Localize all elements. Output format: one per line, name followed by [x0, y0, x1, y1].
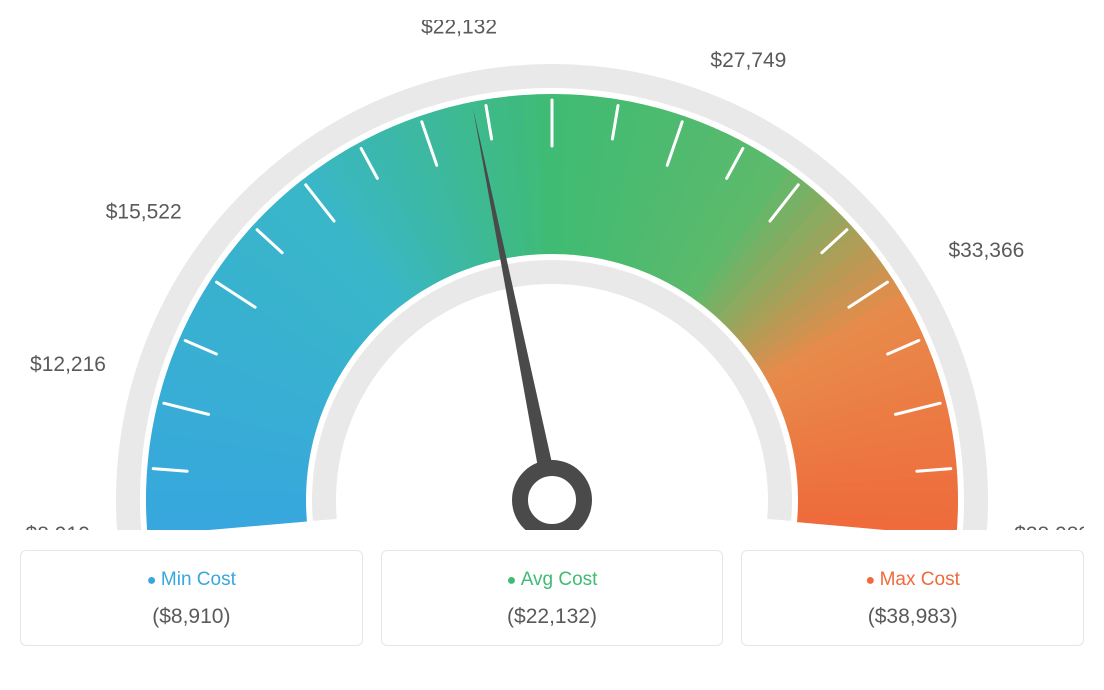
- svg-text:$8,910: $8,910: [26, 523, 90, 530]
- legend-avg-card: Avg Cost ($22,132): [381, 550, 724, 646]
- svg-text:$27,749: $27,749: [710, 49, 786, 72]
- legend-max-value: ($38,983): [758, 605, 1067, 629]
- svg-text:$12,216: $12,216: [30, 353, 106, 376]
- legend-max-card: Max Cost ($38,983): [741, 550, 1084, 646]
- legend-avg-value: ($22,132): [398, 605, 707, 629]
- legend-row: Min Cost ($8,910) Avg Cost ($22,132) Max…: [20, 550, 1084, 646]
- svg-text:$38,983: $38,983: [1014, 523, 1084, 530]
- svg-text:$15,522: $15,522: [106, 200, 182, 223]
- cost-gauge: $8,910 $12,216 $15,522 $22,132 $27,749 $33,36…: [20, 20, 1084, 530]
- legend-min-label: Min Cost: [37, 569, 346, 591]
- svg-text:$22,132: $22,132: [421, 20, 497, 38]
- legend-min-value: ($8,910): [37, 605, 346, 629]
- svg-text:$33,366: $33,366: [948, 239, 1024, 262]
- legend-max-label: Max Cost: [758, 569, 1067, 591]
- legend-avg-label: Avg Cost: [398, 569, 707, 591]
- legend-min-card: Min Cost ($8,910): [20, 550, 363, 646]
